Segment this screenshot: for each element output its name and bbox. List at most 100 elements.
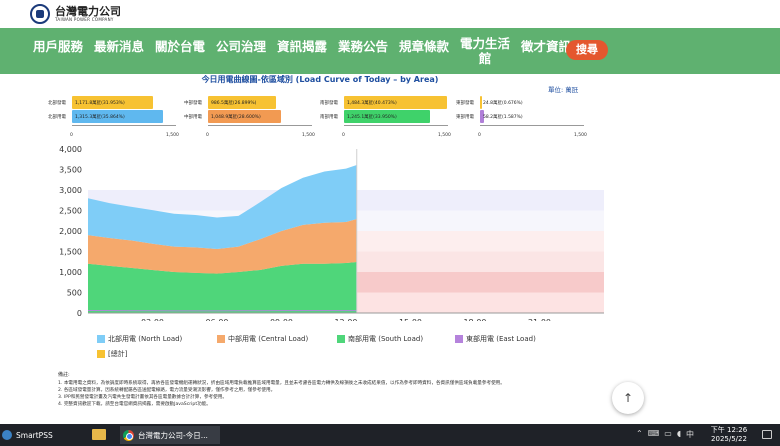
note-item: 2. 各區域發電量計算，因系統轉配屬各區送配電線路，電力流量受潮流影響，僅作參考… bbox=[58, 388, 276, 393]
background-band bbox=[88, 149, 604, 170]
input-method-icon[interactable]: 中 bbox=[686, 430, 695, 439]
mini-bar[interactable]: 1,171.8萬瓩(31.953%) bbox=[72, 96, 154, 109]
mini-bar-value: 1,484.3萬瓩(40.473%) bbox=[347, 101, 397, 106]
mini-row-label: 中部發電 bbox=[184, 101, 202, 106]
series-area bbox=[88, 165, 357, 250]
system-tray: ⌃ ⌨ ▭ ◖ 中 bbox=[636, 429, 694, 440]
mini-bar[interactable]: 1,315.3萬瓩(35.864%) bbox=[72, 110, 164, 123]
taskbar-smartpss[interactable]: SmartPSS bbox=[2, 427, 53, 443]
speaker-icon[interactable]: ◖ bbox=[676, 429, 682, 438]
taipower-logo[interactable]: 台灣電力公司 TAIWAN POWER COMPANY bbox=[30, 4, 121, 24]
nav-item-governance[interactable]: 公司治理 bbox=[216, 39, 267, 54]
logo-chinese-name: 台灣電力公司 bbox=[55, 5, 121, 18]
mini-chart-row: 東部發電 24.8萬瓩(0.676%) bbox=[456, 96, 596, 109]
taskbar-clock[interactable]: 下午 12:26 2025/5/22 bbox=[704, 426, 754, 444]
scroll-to-top-button[interactable]: ↑ bbox=[612, 382, 644, 414]
legend-south[interactable]: 南部用電 (South Load) bbox=[337, 334, 423, 344]
mini-bar[interactable]: 1,048.9萬瓩(28.600%) bbox=[208, 110, 281, 123]
legend-swatch-central bbox=[217, 335, 225, 343]
mini-axis-tick: 1,500 bbox=[302, 133, 315, 138]
taskbar-chrome-label: 台灣電力公司-今日... bbox=[138, 430, 208, 440]
y-tick-label: 1,500 bbox=[59, 248, 82, 257]
nav-item-regulations[interactable]: 規章條款 bbox=[399, 39, 450, 54]
mini-chart-row: 南部用電 1,245.1萬瓩(33.950%) bbox=[320, 110, 460, 123]
notes-title: 備註: bbox=[58, 372, 70, 378]
y-tick-label: 500 bbox=[67, 289, 82, 298]
clock-date: 2025/5/22 bbox=[711, 435, 747, 443]
nav-item-disclosure[interactable]: 資訊揭露 bbox=[277, 39, 328, 54]
nav-item-customer-service[interactable]: 用戶服務 bbox=[33, 39, 84, 54]
notification-icon[interactable] bbox=[762, 430, 772, 439]
nav-item-about[interactable]: 關於台電 bbox=[155, 39, 206, 54]
mini-chart: 東部發電 24.8萬瓩(0.676%) 東部用電 58.2萬瓩(1.587%) 0 1,5… bbox=[456, 96, 587, 140]
taskbar-smartpss-label: SmartPSS bbox=[16, 430, 53, 440]
logo-text: 台灣電力公司 TAIWAN POWER COMPANY bbox=[55, 6, 121, 22]
mini-axis-line bbox=[208, 125, 312, 126]
mini-axis-tick: 0 bbox=[70, 133, 73, 138]
mini-axis-tick: 1,500 bbox=[574, 133, 587, 138]
mini-bar[interactable]: 1,245.1萬瓩(33.950%) bbox=[344, 110, 431, 123]
legend-central[interactable]: 中部用電 (Central Load) bbox=[217, 334, 308, 344]
logo-english-name: TAIWAN POWER COMPANY bbox=[55, 17, 114, 22]
y-tick-label: 4,000 bbox=[59, 145, 82, 154]
main-nav: 用戶服務 最新消息 關於台電 公司治理 資訊揭露 業務公告 規章條款 電力生活館… bbox=[0, 28, 780, 74]
x-tick-label: 09:00 bbox=[270, 318, 293, 321]
nav-item-power-life[interactable]: 電力生活館 bbox=[460, 36, 511, 66]
mini-row-label: 北部用電 bbox=[48, 115, 66, 120]
legend-label-north: 北部用電 (North Load) bbox=[108, 335, 183, 343]
legend-north[interactable]: 北部用電 (North Load) bbox=[97, 334, 182, 344]
mini-bar[interactable]: 24.8萬瓩(0.676%) bbox=[480, 96, 523, 109]
y-tick-label: 3,500 bbox=[59, 166, 82, 175]
mini-axis-line bbox=[480, 125, 584, 126]
logo-emblem-icon bbox=[30, 4, 50, 24]
mini-bar-value: 24.8萬瓩(0.676%) bbox=[483, 101, 523, 106]
legend-east[interactable]: 東部用電 (East Load) bbox=[455, 334, 536, 344]
nav-item-careers[interactable]: 徵才資訊 bbox=[521, 39, 572, 54]
taskbar-chrome[interactable]: 台灣電力公司-今日... bbox=[120, 426, 220, 444]
notes: 備註: 1. 本電用電之資料，為依調度即時系統取得，再依各區發電機組運轉狀況，折… bbox=[58, 372, 598, 408]
legend-swatch-east bbox=[455, 335, 463, 343]
mini-bar-value: 1,048.9萬瓩(28.600%) bbox=[211, 115, 261, 120]
top-bar: 台灣電力公司 TAIWAN POWER COMPANY bbox=[0, 0, 780, 28]
mini-chart-row: 北部發電 1,171.8萬瓩(31.953%) bbox=[48, 96, 188, 109]
load-curve-chart: 0 500 1,000 1,500 2,000 2,500 3,000 3,500 4,000 0… bbox=[59, 145, 604, 321]
mini-bar-value: 1,245.1萬瓩(33.950%) bbox=[347, 115, 397, 120]
mini-axis-tick: 1,500 bbox=[438, 133, 451, 138]
search-button[interactable]: 搜尋 bbox=[566, 40, 608, 60]
mini-chart-row: 北部用電 1,315.3萬瓩(35.864%) bbox=[48, 110, 188, 123]
keyboard-icon[interactable]: ⌨ bbox=[647, 429, 660, 438]
network-icon[interactable]: ▭ bbox=[664, 429, 672, 438]
note-item: 4. 完整資訊歡迎下載，請至台電官網資訊揭露，需要啟動JavaScript功能。 bbox=[58, 402, 211, 407]
x-tick-label: 12:00 bbox=[334, 318, 357, 321]
mini-row-label: 東部發電 bbox=[456, 101, 474, 106]
series-area bbox=[88, 218, 357, 274]
legend-swatch-south bbox=[337, 335, 345, 343]
mini-bar[interactable]: 1,484.3萬瓩(40.473%) bbox=[344, 96, 447, 109]
mini-row-label: 北部發電 bbox=[48, 101, 66, 106]
mini-bar[interactable]: 986.5萬瓩(26.899%) bbox=[208, 96, 277, 109]
legend-label-central: 中部用電 (Central Load) bbox=[228, 335, 309, 343]
legend-swatch-north bbox=[97, 335, 105, 343]
legend-swatch-total bbox=[97, 350, 105, 358]
arrow-up-icon: ↑ bbox=[622, 391, 634, 405]
unit-label: 單位: 萬瓩 bbox=[548, 86, 579, 94]
y-tick-label: 2,500 bbox=[59, 207, 82, 216]
mini-chart-row: 南部發電 1,484.3萬瓩(40.473%) bbox=[320, 96, 460, 109]
mini-axis-tick: 0 bbox=[342, 133, 345, 138]
chart-title: 今日用電曲線圖-依區域別 (Load Curve of Today – by A… bbox=[201, 75, 439, 84]
mini-row-label: 南部用電 bbox=[320, 115, 338, 120]
legend-total[interactable]: [總計] bbox=[97, 349, 127, 359]
chrome-icon bbox=[123, 429, 134, 441]
mini-chart-row: 中部發電 986.5萬瓩(26.899%) bbox=[184, 96, 324, 109]
nav-item-news[interactable]: 最新消息 bbox=[94, 39, 145, 54]
mini-bar[interactable]: 58.2萬瓩(1.587%) bbox=[480, 110, 523, 123]
legend-label-total: [總計] bbox=[108, 350, 128, 358]
file-explorer-icon[interactable] bbox=[92, 429, 106, 440]
y-tick-label: 1,000 bbox=[59, 268, 82, 277]
mini-axis-tick: 0 bbox=[206, 133, 209, 138]
x-tick-label: 15:00 bbox=[399, 318, 422, 321]
mini-bar-value: 1,171.8萬瓩(31.953%) bbox=[75, 101, 125, 106]
nav-item-announcements[interactable]: 業務公告 bbox=[338, 39, 389, 54]
chevron-up-icon[interactable]: ⌃ bbox=[636, 429, 643, 438]
